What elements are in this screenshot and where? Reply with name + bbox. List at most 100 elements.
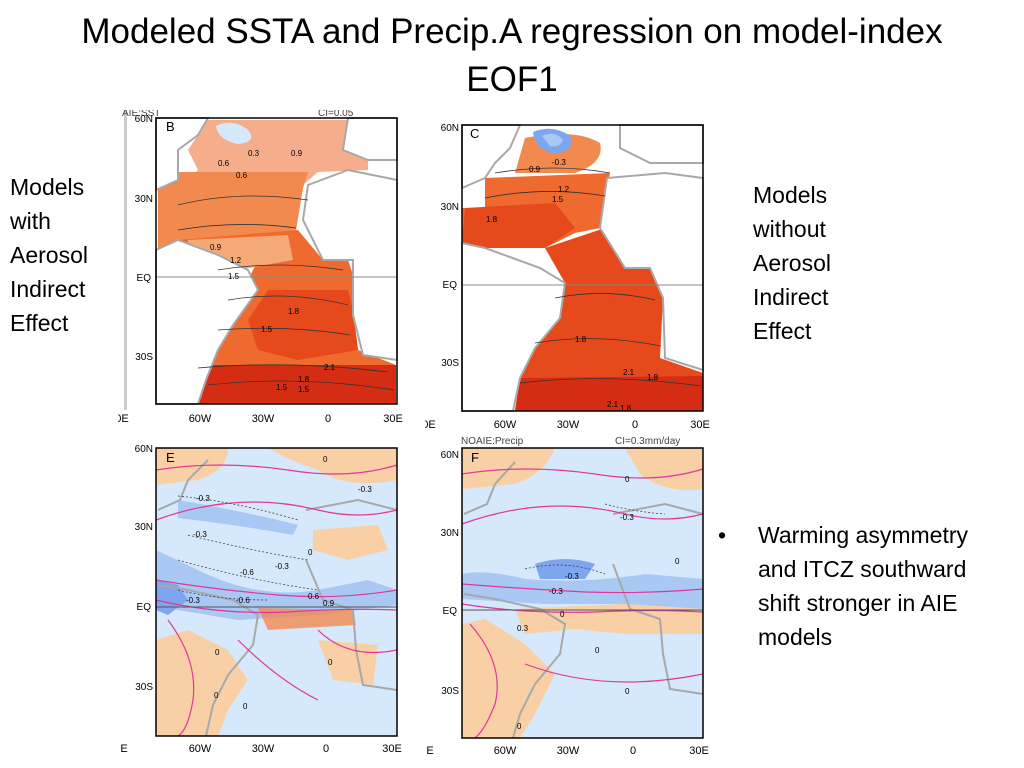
contour-label: 0 xyxy=(625,687,630,696)
panel-b-ocean xyxy=(158,120,396,404)
contour-label: -0.6 xyxy=(240,568,254,577)
contour-label: -0.3 xyxy=(196,494,210,503)
lon-label: 30W xyxy=(557,419,580,431)
contour-label: 2.1 xyxy=(623,368,635,377)
lon-label: 30W xyxy=(252,743,275,755)
panel-b-ssta-map: AIE:SST CI=0.05 B 60N 30N EQ 30S 0E 60W … xyxy=(118,110,403,425)
bullet-line: and ITCZ southward xyxy=(758,556,967,582)
contour-label: 2.1 xyxy=(324,363,336,372)
panel-b-header-left: AIE:SST xyxy=(122,110,160,119)
lon-label: E xyxy=(120,743,127,755)
slide-title: Modeled SSTA and Precip.A regression on … xyxy=(40,8,984,104)
lat-label: 30N xyxy=(441,202,459,213)
contour-label: 1.5 xyxy=(261,325,273,334)
contour-label: 0.6 xyxy=(236,171,248,180)
lon-label: 0 xyxy=(630,745,636,757)
aie-label-line: Effect xyxy=(10,310,69,336)
lon-label: 0 xyxy=(323,743,329,755)
contour-label: -0.3 xyxy=(193,530,207,539)
lat-label: 30N xyxy=(441,528,459,539)
contour-label: 1.2 xyxy=(558,185,570,194)
lat-label: 60N xyxy=(441,450,459,461)
contour-label: 1.8 xyxy=(298,375,310,384)
lon-label: 60W xyxy=(494,419,517,431)
contour-label: 1.8 xyxy=(486,215,498,224)
panel-f-dashed-contours xyxy=(524,503,666,575)
panel-b-frame xyxy=(155,117,398,405)
contour-label: 0.9 xyxy=(210,243,222,252)
contour-label: 0.9 xyxy=(323,599,335,608)
panel-c-contours xyxy=(484,167,702,387)
lat-label: 30S xyxy=(441,358,459,369)
noaie-label-line: Aerosol xyxy=(753,250,831,276)
panel-c-letter: C xyxy=(470,126,479,141)
panel-e-dashed-contours xyxy=(177,495,319,601)
contour-label: -0.3 xyxy=(549,587,563,596)
contour-label: 0 xyxy=(243,702,248,711)
contour-label: 0 xyxy=(308,548,313,557)
contour-label: -0.3 xyxy=(358,485,372,494)
panel-c-frame xyxy=(461,124,704,412)
contour-label: 1.8 xyxy=(575,335,587,344)
lat-label: EQ xyxy=(443,606,458,617)
contour-label: 0.9 xyxy=(291,149,303,158)
panel-e-magenta-contours xyxy=(155,464,398,737)
lon-label: E xyxy=(426,745,433,757)
contour-label: 0.3 xyxy=(517,624,529,633)
panel-f-header-right: CI=0.3mm/day xyxy=(615,436,680,447)
panel-e-precip-map: E 60N 30N EQ 30S E 60W 30W 0 30E -0.3 -0… xyxy=(120,444,401,755)
contour-label: 0 xyxy=(595,646,600,655)
panel-f-header-left: NOAIE:Precip xyxy=(461,436,524,447)
lat-label: 30N xyxy=(135,522,153,533)
lon-label: 30E xyxy=(689,745,709,757)
contour-label: 0 xyxy=(328,658,333,667)
contour-label: 0 xyxy=(625,475,630,484)
contour-label: 2.1 xyxy=(607,400,619,409)
panel-b-contours xyxy=(177,195,395,391)
panel-f-precip-map: NOAIE:Precip CI=0.3mm/day F 60N 30N EQ 3… xyxy=(426,436,709,757)
lat-label: EQ xyxy=(137,273,152,284)
bullet-line: shift stronger in AIE xyxy=(758,590,958,616)
bullet-line: models xyxy=(758,624,833,650)
contour-label: 0 xyxy=(214,691,219,700)
noaie-label-line: without xyxy=(753,216,826,242)
panel-e-frame xyxy=(155,447,398,737)
bullet-line: Warming asymmetry xyxy=(758,522,968,548)
lat-label: 30S xyxy=(135,352,153,363)
lon-label: 60W xyxy=(189,413,212,425)
contour-label: 0.6 xyxy=(308,592,320,601)
lon-label: 0 xyxy=(632,419,638,431)
panel-b-letter: B xyxy=(166,119,175,134)
lon-label: 60W xyxy=(189,743,212,755)
contour-label: -0.3 xyxy=(565,572,579,581)
noaie-row-label: Models without Aerosol Indirect Effect xyxy=(753,178,831,348)
lon-label: 30W xyxy=(557,745,580,757)
lat-label: 60N xyxy=(441,123,459,134)
contour-label: 0 xyxy=(560,610,565,619)
panel-f-precip-fill xyxy=(462,448,703,738)
panel-b-land xyxy=(155,117,398,405)
title-line-1: Modeled SSTA and Precip.A regression on … xyxy=(81,12,943,51)
contour-label: -0.3 xyxy=(275,562,289,571)
panel-f-coastlines xyxy=(463,461,704,739)
noaie-label-line: Indirect xyxy=(753,284,829,310)
lat-label: 60N xyxy=(135,114,153,125)
panel-e-letter: E xyxy=(166,450,175,465)
contour-label: 1.2 xyxy=(230,256,242,265)
aie-row-label: Models with Aerosol Indirect Effect xyxy=(10,170,88,340)
panel-c-ocean xyxy=(462,134,703,411)
contour-label: 1.8 xyxy=(288,307,300,316)
panel-c-ssta-map: C 60N 30N EQ 30S 0E 60W 30W 0 30E -0.3 0… xyxy=(425,123,710,431)
title-line-2: EOF1 xyxy=(466,60,558,99)
aie-label-line: Models xyxy=(10,174,85,200)
lon-label: 0E xyxy=(425,419,436,431)
lat-label: 30N xyxy=(135,194,153,205)
noaie-label-line: Models xyxy=(753,182,828,208)
contour-label: 1.8 xyxy=(620,404,632,413)
lon-label: 60W xyxy=(494,745,517,757)
contour-label: 0.9 xyxy=(529,165,541,174)
contour-label: 0 xyxy=(517,722,522,731)
contour-label: 1.5 xyxy=(276,383,288,392)
lat-label: 60N xyxy=(135,444,153,455)
lat-label: EQ xyxy=(137,602,152,613)
